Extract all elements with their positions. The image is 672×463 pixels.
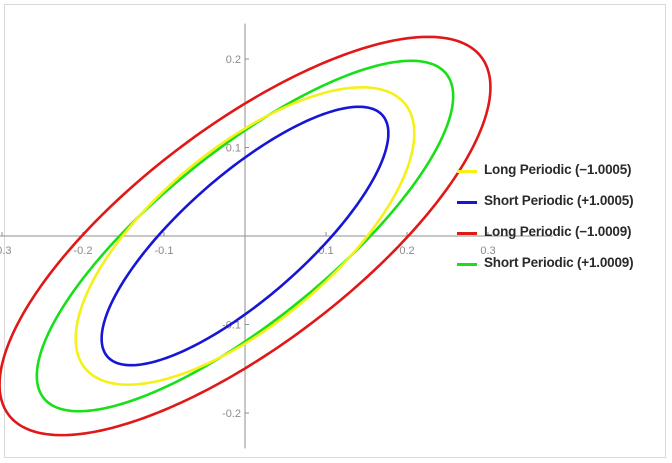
curves bbox=[0, 35, 492, 437]
legend-swatch bbox=[457, 201, 477, 204]
series-curve-long-periodic-1-0009 bbox=[0, 35, 492, 437]
series-curve-short-periodic-1-0005 bbox=[100, 105, 390, 367]
legend-label: Short Periodic (+1.0005) bbox=[484, 193, 634, 208]
legend-item: Long Periodic (−1.0009) bbox=[457, 222, 667, 253]
x-tick-label: 0.2 bbox=[399, 245, 414, 257]
legend-swatch bbox=[457, 263, 477, 266]
legend-label: Long Periodic (−1.0009) bbox=[484, 224, 632, 239]
x-tick-label: 0.3 bbox=[480, 245, 495, 257]
x-tick-label: -0.3 bbox=[0, 245, 11, 257]
legend-label: Long Periodic (−1.0005) bbox=[484, 162, 632, 177]
y-tick-label: -0.1 bbox=[222, 320, 241, 332]
y-tick-label: 0.1 bbox=[226, 143, 241, 155]
legend-label: Short Periodic (+1.0009) bbox=[484, 255, 634, 270]
legend: Long Periodic (−1.0005) Short Periodic (+… bbox=[457, 160, 667, 284]
legend-item: Long Periodic (−1.0005) bbox=[457, 160, 667, 191]
x-tick-label: -0.1 bbox=[155, 245, 174, 257]
y-tick-label: 0.2 bbox=[226, 54, 241, 66]
legend-swatch bbox=[457, 232, 477, 235]
series-curve-long-periodic-1-0005 bbox=[74, 86, 416, 386]
legend-item: Short Periodic (+1.0005) bbox=[457, 191, 667, 222]
series-curve-short-periodic-1-0009 bbox=[35, 59, 455, 413]
y-tick-label: -0.2 bbox=[222, 408, 241, 420]
axes: -0.3-0.2-0.10.10.20.30.20.1-0.1-0.2 bbox=[0, 23, 553, 449]
legend-swatch bbox=[457, 170, 477, 173]
legend-item: Short Periodic (+1.0009) bbox=[457, 253, 667, 284]
x-tick-label: -0.2 bbox=[74, 245, 93, 257]
